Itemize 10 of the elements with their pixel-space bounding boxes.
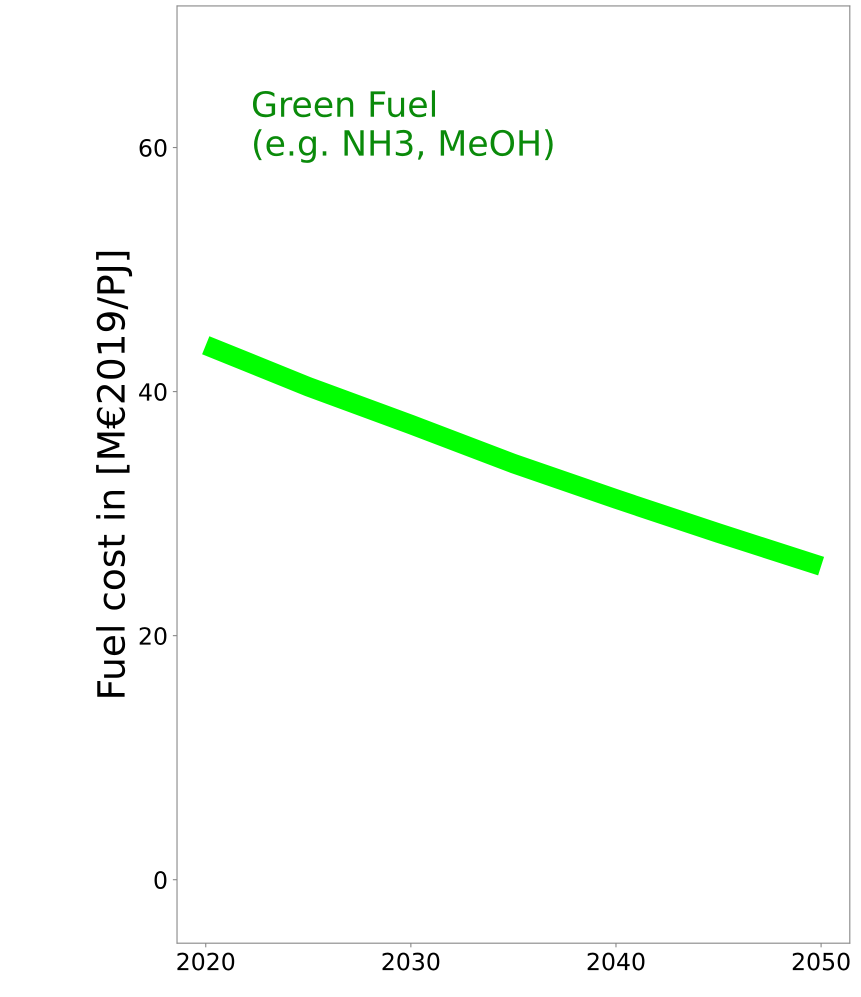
- annotation: Green Fuel (e.g. NH3, MeOH): [252, 90, 553, 163]
- x-tick-label: 2020: [177, 952, 234, 970]
- x-tick-label: 2050: [792, 952, 850, 970]
- y-tick-label: 0: [154, 871, 166, 890]
- x-tick-label: 2040: [588, 952, 644, 970]
- y-tick-label: 40: [139, 383, 166, 401]
- x-tick-label: 2030: [382, 952, 440, 970]
- y-tick-label: 60: [140, 138, 166, 157]
- y-tick-label: 20: [140, 627, 166, 645]
- y-axis-title: Fuel cost in [M€2019/PJ]: [96, 252, 132, 697]
